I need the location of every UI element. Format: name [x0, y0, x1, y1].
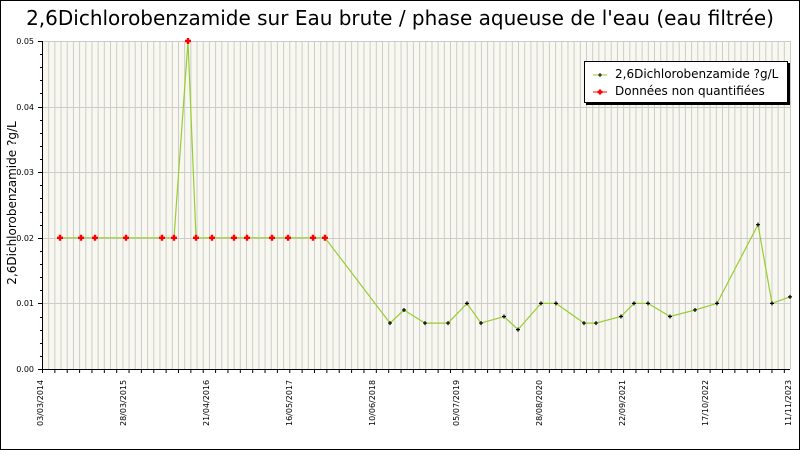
- y-tick-label: 0.05: [16, 36, 34, 46]
- y-tick-label: 0.00: [16, 364, 34, 374]
- y-tick-label: 0.03: [16, 167, 34, 177]
- chart-title: 2,6Dichlorobenzamide sur Eau brute / pha…: [26, 6, 774, 30]
- non-quantified-marker-icon: [593, 86, 607, 96]
- legend-label-series: 2,6Dichlorobenzamide ?g/L: [615, 67, 779, 81]
- legend: 2,6Dichlorobenzamide ?g/L Données non qu…: [584, 61, 788, 103]
- series-marker-icon: [593, 69, 607, 79]
- legend-item-series: 2,6Dichlorobenzamide ?g/L: [593, 66, 778, 82]
- legend-label-non-quantified: Données non quantifiées: [615, 84, 765, 98]
- legend-item-non-quantified: Données non quantifiées: [593, 83, 765, 99]
- y-tick-label: 0.01: [16, 298, 34, 308]
- y-tick-label: 0.02: [16, 233, 34, 243]
- y-tick-label: 0.04: [16, 102, 34, 112]
